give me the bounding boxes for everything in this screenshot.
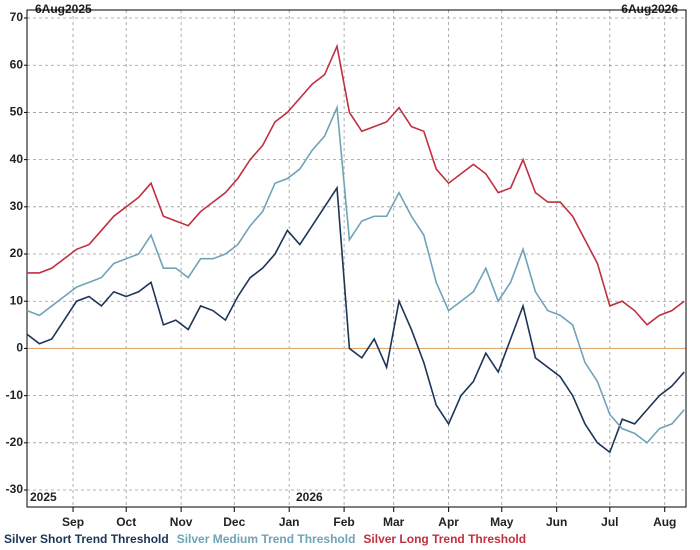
header-left: 6Aug2025 xyxy=(35,2,92,16)
year-label: 2025 xyxy=(30,490,57,504)
y-tick-label: -30 xyxy=(6,482,24,496)
y-tick-label: -10 xyxy=(6,388,24,402)
x-tick-label: Oct xyxy=(116,515,136,529)
plot-frame xyxy=(26,9,687,508)
x-tick-label: Feb xyxy=(333,515,354,529)
series-line xyxy=(26,185,685,454)
y-tick-label: 10 xyxy=(10,293,24,307)
x-tick-label: Jan xyxy=(279,515,300,529)
header-right: 6Aug2026 xyxy=(621,2,678,16)
y-tick-label: 60 xyxy=(10,57,24,71)
legend-entry: Silver Long Trend Threshold xyxy=(363,532,526,546)
x-tick-label: Nov xyxy=(170,515,193,529)
series-line xyxy=(27,43,685,326)
series-line xyxy=(26,104,685,444)
x-tick-label: Jun xyxy=(546,515,567,529)
x-tick-label: Apr xyxy=(438,515,459,529)
x-tick-label: Aug xyxy=(653,515,676,529)
legend-entry: Silver Short Trend Threshold xyxy=(4,532,169,546)
y-tick-label: 70 xyxy=(10,10,24,24)
y-tick-label: -20 xyxy=(6,435,24,449)
x-tick-label: Dec xyxy=(223,515,245,529)
y-tick-label: 0 xyxy=(16,341,23,355)
y-tick-label: 30 xyxy=(10,199,24,213)
legend-entry: Silver Medium Trend Threshold xyxy=(177,532,356,546)
x-tick-label: Jul xyxy=(601,515,618,529)
y-tick-label: 40 xyxy=(10,152,24,166)
x-tick-label: Sep xyxy=(62,515,84,529)
x-tick-label: May xyxy=(490,515,514,529)
y-tick-label: 20 xyxy=(10,246,24,260)
year-label: 2026 xyxy=(296,490,323,504)
y-tick-label: 50 xyxy=(10,105,24,119)
x-tick-label: Mar xyxy=(383,515,405,529)
